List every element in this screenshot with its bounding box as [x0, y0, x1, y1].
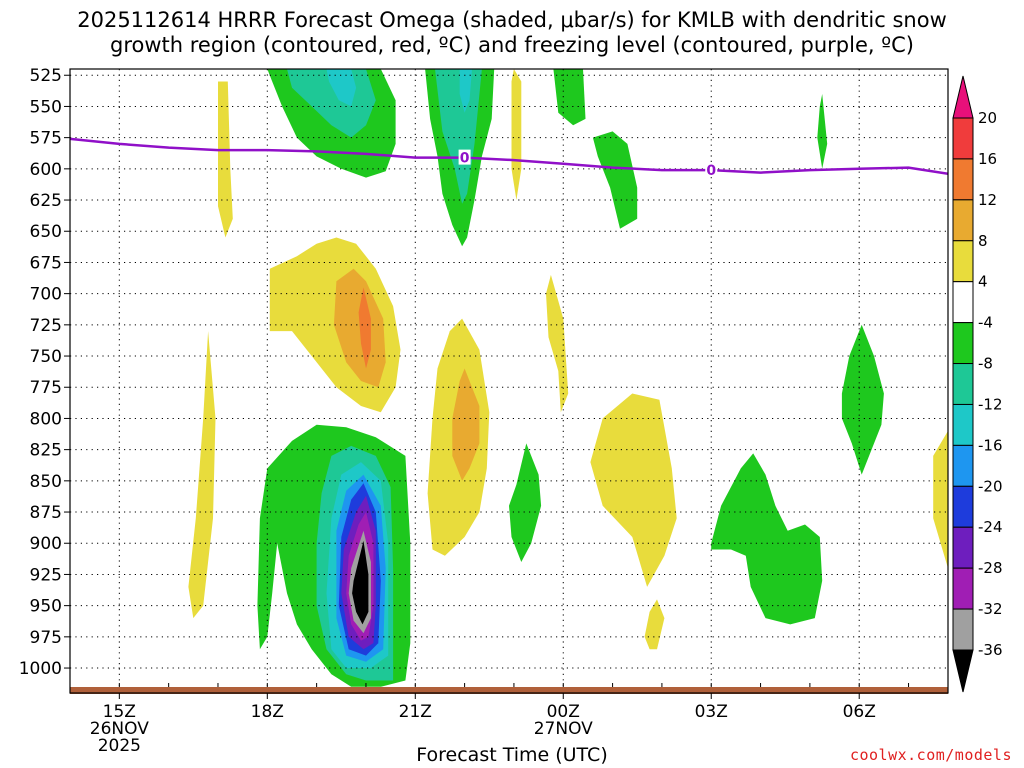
colorbar-box-9 — [952, 485, 974, 528]
grid-lines — [69, 69, 948, 693]
freezing-label-bg — [705, 162, 718, 178]
colorbar-label-4: 4 — [978, 273, 988, 291]
y-tick-label-850: 850 — [30, 472, 62, 492]
credit-text: coolwx.com/models — [849, 746, 1012, 764]
x-tick-label-15Z-1: 26NOV — [90, 719, 149, 739]
omega-region-24 — [326, 69, 357, 107]
colorbar-label-8: -16 — [978, 436, 1003, 454]
y-tick-label-1000: 1000 — [19, 659, 62, 679]
y-tick-label-750: 750 — [30, 347, 62, 367]
omega-region-0 — [188, 331, 216, 619]
colorbar-label-7: -12 — [978, 395, 1003, 413]
x-tick-label-21Z-0: 21Z — [399, 702, 432, 722]
y-tick-label-875: 875 — [30, 503, 62, 523]
x-tick-label-15Z-0: 15Z — [103, 702, 136, 722]
colorbar-box-10 — [952, 526, 974, 569]
omega-region-7 — [511, 69, 522, 200]
colorbar-box-5 — [952, 322, 974, 365]
omega-region-17 — [509, 443, 542, 562]
omega-region-10 — [452, 368, 480, 481]
omega-region-11 — [358, 287, 371, 369]
surface-band-rect — [70, 687, 948, 694]
omega-region-18 — [711, 453, 823, 625]
colorbar-top-arrow — [952, 75, 974, 119]
y-axis: 525 550 575 600 625 650 675 700 725 750 775 800 825 8… — [19, 66, 70, 679]
y-tick-label-575: 575 — [30, 129, 62, 149]
freezing-label-bg — [458, 149, 471, 165]
x-tick-label-03Z-0: 03Z — [695, 702, 728, 722]
colorbar-box-7 — [952, 403, 974, 446]
chart-title-line2: growth region (contoured, red, ºC) and f… — [110, 33, 914, 57]
colorbar-label-3: 8 — [978, 232, 988, 250]
colorbar-box-8 — [952, 444, 974, 487]
y-tick-label-700: 700 — [30, 285, 62, 305]
omega-region-5 — [590, 393, 677, 587]
x-tick-label-06Z-0: 06Z — [843, 702, 876, 722]
omega-region-22 — [435, 69, 482, 204]
y-tick-label-600: 600 — [30, 160, 62, 180]
colorbar-label-6: -8 — [978, 355, 993, 373]
plot-frame — [69, 68, 949, 694]
colorbar-box-11 — [952, 567, 974, 610]
surface-band — [70, 687, 948, 694]
freezing-level-contour: 00 — [70, 137, 948, 179]
x-tick-label-18Z-0: 18Z — [251, 702, 284, 722]
y-tick-label-950: 950 — [30, 597, 62, 617]
colorbar-box-0 — [952, 117, 974, 160]
colorbar-box-6 — [952, 363, 974, 405]
omega-region-25 — [459, 69, 472, 113]
chart-title: 2025112614 HRRR Forecast Omega (shaded, … — [0, 8, 1024, 58]
colorbar-label-10: -24 — [978, 518, 1003, 536]
omega-region-20 — [817, 94, 828, 169]
omega-region-4 — [546, 274, 569, 413]
colorbar-box-3 — [952, 240, 974, 283]
colorbar-box-4 — [952, 281, 974, 324]
colorbar-label-5: -4 — [978, 314, 993, 332]
y-tick-label-650: 650 — [30, 222, 62, 242]
colorbar-label-13: -36 — [978, 641, 1003, 659]
chart-title-line1: 2025112614 HRRR Forecast Omega (shaded, … — [77, 8, 947, 32]
colorbar-label-1: 16 — [978, 150, 997, 168]
freezing-label-0: 0 — [460, 151, 470, 167]
y-tick-label-975: 975 — [30, 628, 62, 648]
y-tick-label-825: 825 — [30, 441, 62, 461]
y-tick-label-725: 725 — [30, 316, 62, 336]
x-tick-label-15Z-2: 2025 — [98, 736, 141, 756]
colorbar-box-12 — [952, 608, 974, 651]
x-tick-label-00Z-1: 27NOV — [534, 719, 593, 739]
y-tick-label-925: 925 — [30, 565, 62, 585]
colorbar-label-2: 12 — [978, 191, 997, 209]
omega-region-19 — [841, 324, 884, 475]
y-tick-label-525: 525 — [30, 66, 62, 86]
omega-region-32 — [352, 540, 369, 625]
colorbar-label-9: -20 — [978, 477, 1003, 495]
colorbar-bottom-arrow — [952, 649, 974, 693]
freezing-level-line — [70, 137, 948, 176]
colorbar-box-2 — [952, 199, 974, 242]
y-tick-label-675: 675 — [30, 253, 62, 273]
y-tick-label-550: 550 — [30, 97, 62, 117]
colorbar-label-12: -32 — [978, 600, 1003, 618]
y-tick-label-775: 775 — [30, 378, 62, 398]
x-tick-label-00Z-0: 00Z — [547, 702, 580, 722]
x-axis-title: Forecast Time (UTC) — [416, 744, 608, 766]
omega-region-8 — [933, 430, 948, 569]
y-tick-label-625: 625 — [30, 191, 62, 211]
freezing-label-1: 0 — [706, 163, 716, 179]
colorbar-box-1 — [952, 158, 974, 201]
omega-region-15 — [553, 69, 586, 126]
y-tick-label-900: 900 — [30, 534, 62, 554]
y-tick-label-800: 800 — [30, 409, 62, 429]
colorbar: 20 16 12 8 4 -4 -8 -12 -16 -20 -24 -28 -32 -36 — [952, 75, 1003, 693]
colorbar-label-0: 20 — [978, 109, 997, 127]
colorbar-label-11: -28 — [978, 559, 1003, 577]
omega-region-1 — [218, 81, 233, 238]
omega-region-16 — [592, 131, 638, 229]
